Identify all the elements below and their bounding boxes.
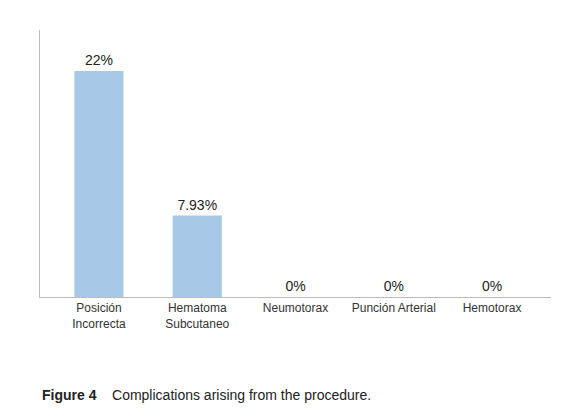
svg-text:Punción Arterial: Punción Arterial (352, 301, 436, 315)
svg-text:PosiciónIncorrecta: PosiciónIncorrecta (72, 301, 126, 331)
svg-text:Neumotorax: Neumotorax (263, 301, 328, 315)
svg-text:22%: 22% (85, 52, 113, 68)
svg-text:Hemotorax: Hemotorax (463, 301, 522, 315)
svg-text:0%: 0% (285, 278, 305, 294)
svg-text:HematomaSubcutaneo: HematomaSubcutaneo (165, 301, 229, 331)
svg-text:7.93%: 7.93% (177, 197, 217, 213)
svg-text:Figure 4 Complications aris: Figure 4 Complications arising from the … (42, 387, 371, 403)
svg-text:0%: 0% (384, 278, 404, 294)
svg-text:0%: 0% (482, 278, 502, 294)
